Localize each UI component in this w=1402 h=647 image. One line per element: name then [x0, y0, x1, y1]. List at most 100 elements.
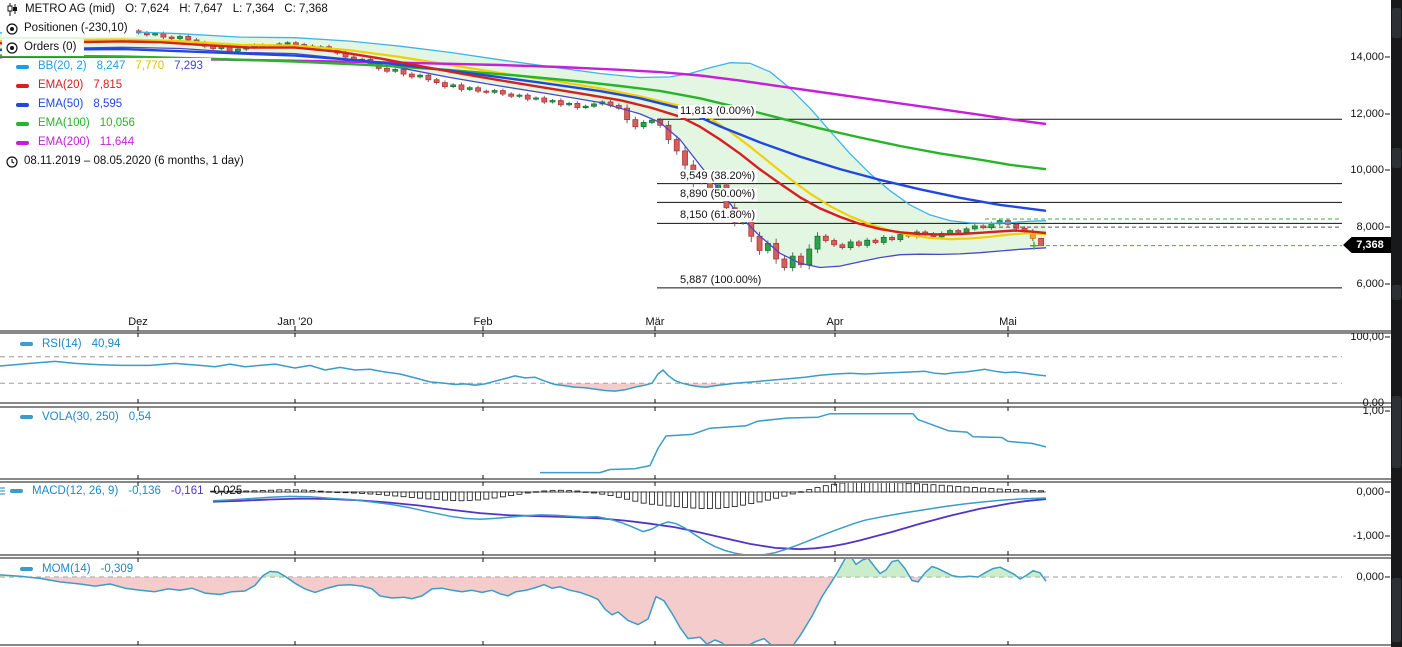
month-label: Mär — [645, 316, 665, 328]
mini-list-icon — [0, 487, 5, 495]
ohlc-value: H: 7,647 — [179, 3, 223, 15]
right-scrollbar[interactable] — [1391, 0, 1402, 647]
bb_mid-line — [0, 38, 1047, 241]
date-range: 08.11.2019 – 08.05.2020 (6 months, 1 day… — [24, 155, 244, 167]
indicator-value: 8,595 — [93, 98, 123, 110]
legend-row-title[interactable]: METRO AG (mid) O: 7,624 H: 7,647 L: 7,364 C:… — [2, 1, 336, 18]
vola-legend[interactable]: VOLA(30, 250) 0,54 — [8, 411, 151, 423]
orders-radio-icon — [6, 41, 18, 54]
mom-legend[interactable]: MOM(14) -0,309 — [8, 563, 133, 575]
indicator-name: RSI(14) — [42, 338, 82, 350]
legend-row-positionen[interactable]: Positionen (-230,10) — [2, 20, 336, 37]
indicator-value: 7,293 — [174, 60, 203, 72]
indicator-value: 8,247 — [96, 60, 126, 72]
instrument-title: METRO AG (mid) — [25, 3, 116, 15]
axis-label: 12,000 — [1350, 108, 1384, 120]
scrollbar-thumb[interactable] — [1392, 148, 1401, 168]
ohlc-value: C: 7,368 — [284, 3, 328, 15]
candles-layer — [119, 29, 1044, 272]
rsi-panel — [0, 356, 1342, 392]
ohlc-value: L: 7,364 — [232, 3, 275, 15]
macd-panel — [210, 483, 1047, 554]
indicator-color-dash-icon — [16, 64, 29, 69]
axis-label: 0,000 — [1356, 571, 1384, 583]
month-label: Mai — [999, 316, 1017, 328]
indicator-color-dash-icon — [16, 102, 29, 107]
indicator-name: EMA(100) — [38, 117, 90, 129]
legend-row-ema[interactable]: EMA(50) 8,595 — [2, 96, 336, 113]
axis-label: 14,000 — [1350, 51, 1384, 63]
bollinger-band-fill — [0, 31, 1046, 268]
indicator-name: MOM(14) — [42, 563, 91, 575]
legend-row-daterange[interactable]: 08.11.2019 – 08.05.2020 (6 months, 1 day… — [2, 153, 336, 170]
axis-label: -1,000 — [1352, 530, 1384, 542]
scrollbar-thumb[interactable] — [1392, 396, 1401, 468]
clock-icon — [6, 155, 18, 168]
indicator-color-dash-icon — [16, 140, 29, 145]
scrollbar-thumb[interactable] — [1392, 285, 1401, 300]
rsi-line — [0, 360, 1047, 392]
macd-signal-line — [212, 497, 1047, 551]
month-label: Apr — [826, 316, 844, 328]
legend-row-ema[interactable]: EMA(200) 11,644 — [2, 134, 336, 151]
axis-label: 0,000 — [1356, 486, 1384, 498]
indicator-value: 7,815 — [93, 79, 123, 91]
fib-label: 8,890 (50.00%) — [678, 188, 758, 202]
indicator-value: 0,025 — [213, 485, 243, 497]
legend-row-ema[interactable]: EMA(20) 7,815 — [2, 77, 336, 94]
fib-label: 9,549 (38.20%) — [678, 169, 758, 183]
positionen-label: Positionen (-230,10) — [24, 22, 128, 34]
axis-label: 1,00 — [1362, 405, 1384, 417]
indicator-value: 0,54 — [128, 411, 152, 423]
indicator-color-dash-icon — [20, 567, 33, 571]
month-label: Dez — [128, 316, 148, 328]
indicator-name: MACD(12, 26, 9) — [32, 485, 119, 497]
indicator-value: -0,136 — [128, 485, 161, 497]
vola-panel — [540, 412, 1047, 474]
indicator-value: -0,161 — [170, 485, 204, 497]
mom-line — [0, 559, 1047, 644]
last-price-tag: 7,368 — [1343, 237, 1391, 253]
indicator-color-dash-icon — [16, 83, 29, 88]
main-price-panel — [0, 29, 1342, 289]
macd-legend[interactable]: MACD(12, 26, 9) -0,136 -0,161 0,025 — [0, 485, 242, 497]
indicator-color-dash-icon — [16, 121, 29, 126]
axis-label: 10,000 — [1350, 164, 1384, 176]
candlestick-icon — [7, 3, 17, 16]
vola-line — [540, 412, 1047, 474]
legend-row-ema[interactable]: EMA(100) 10,056 — [2, 115, 336, 132]
ema50-line — [0, 47, 1047, 212]
indicator-name: EMA(20) — [38, 79, 84, 91]
indicator-value: -0,309 — [100, 563, 134, 575]
fib-label: 11,813 (0.00%) — [678, 105, 757, 119]
orders-label: Orders (0) — [24, 41, 77, 53]
rsi-legend[interactable]: RSI(14) 40,94 — [8, 338, 120, 350]
indicator-name: EMA(200) — [38, 136, 90, 148]
indicator-value: 7,770 — [135, 60, 165, 72]
macd-line — [212, 495, 1047, 554]
legend-row-bb[interactable]: BB(20, 2) 8,247 7,770 7,293 — [2, 58, 336, 75]
month-label: Jan '20 — [277, 316, 313, 328]
indicator-name: BB(20, 2) — [38, 60, 87, 72]
legend-row-orders[interactable]: Orders (0) — [2, 39, 336, 56]
axis-label: 8,000 — [1356, 221, 1384, 233]
fib-label: 5,887 (100.00%) — [678, 273, 764, 287]
positions-radio-icon — [6, 22, 18, 35]
ema100-line — [0, 54, 1047, 171]
scrollbar-thumb[interactable] — [1392, 578, 1401, 642]
indicator-value: 10,056 — [99, 117, 135, 129]
month-label: Feb — [473, 316, 493, 328]
axis-label: 0,00 — [1362, 397, 1384, 409]
indicator-name: EMA(50) — [38, 98, 84, 110]
ema20-line — [0, 40, 1047, 236]
axis-label: 6,000 — [1356, 278, 1384, 290]
bb_upper-line — [0, 30, 1047, 225]
axis-label: 100,00 — [1350, 331, 1384, 343]
indicator-color-dash-icon — [20, 342, 33, 346]
chart-legend: METRO AG (mid) O: 7,624 H: 7,647 L: 7,364 C:… — [2, 1, 336, 172]
scrollbar-thumb[interactable] — [1392, 8, 1401, 38]
ohlc-value: O: 7,624 — [125, 3, 170, 15]
indicator-color-dash-icon — [10, 489, 23, 493]
